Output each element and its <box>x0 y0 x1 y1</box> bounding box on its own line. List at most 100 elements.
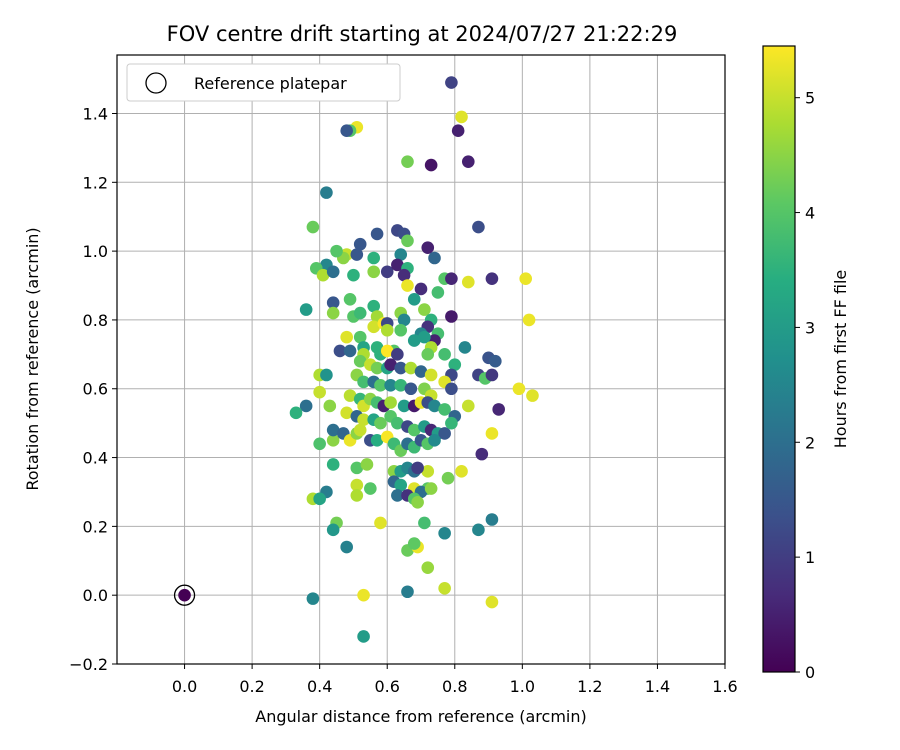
data-point <box>485 595 499 609</box>
data-point <box>394 361 408 375</box>
data-point <box>445 310 458 323</box>
data-point <box>340 330 353 344</box>
data-point <box>380 265 394 279</box>
data-point <box>374 379 387 392</box>
data-point <box>380 323 394 337</box>
data-point <box>364 482 377 495</box>
data-point <box>353 423 367 437</box>
y-tick-label: 0.0 <box>83 586 108 605</box>
x-tick-label: 1.0 <box>510 677 535 696</box>
y-tick-label: 1.2 <box>83 173 108 192</box>
data-point <box>472 220 485 234</box>
y-tick-label: 0.4 <box>83 449 108 468</box>
colorbar-tick-label: 2 <box>805 433 815 452</box>
colorbar-tick-label: 4 <box>805 204 815 223</box>
reference-marker <box>173 584 196 606</box>
colorbar-tick-label: 3 <box>805 318 815 337</box>
data-point <box>401 234 414 248</box>
data-point <box>333 344 347 358</box>
data-point <box>407 537 421 550</box>
legend-marker-icon <box>145 72 167 94</box>
data-point <box>394 478 408 492</box>
y-axis-ticks: −0.2 0.0 0.2 0.4 0.6 0.8 1.0 1.2 1.4 <box>69 104 117 674</box>
data-point <box>374 516 387 530</box>
data-point <box>394 248 408 261</box>
x-tick-label: 1.2 <box>577 677 602 696</box>
data-point <box>428 399 441 413</box>
data-point <box>401 279 414 292</box>
data-point <box>424 368 438 382</box>
data-point <box>441 471 455 485</box>
x-tick-label: 0.8 <box>442 677 467 696</box>
data-point <box>367 299 381 313</box>
y-tick-label: 0.8 <box>83 311 108 330</box>
x-axis-ticks: 0.0 0.2 0.4 0.6 0.8 1.0 1.2 1.4 1.6 <box>172 664 738 696</box>
data-point <box>461 275 475 289</box>
data-point <box>326 458 340 471</box>
data-point <box>384 396 397 409</box>
colorbar-tick-label: 1 <box>805 548 815 567</box>
y-tick-label: 0.2 <box>83 517 108 536</box>
data-point <box>340 540 353 554</box>
data-point <box>411 461 424 475</box>
data-point <box>397 268 411 282</box>
x-tick-label: 0.0 <box>172 677 197 696</box>
data-point <box>320 186 333 199</box>
data-point <box>414 365 428 378</box>
reference-point <box>178 588 191 602</box>
data-point <box>391 416 404 430</box>
data-point <box>451 124 465 137</box>
legend: Reference platepar <box>126 63 401 102</box>
data-point <box>340 124 353 137</box>
data-point <box>445 272 458 285</box>
legend-box <box>126 63 401 102</box>
data-point <box>485 513 499 526</box>
data-point <box>316 268 330 282</box>
y-axis-label: Rotation from reference (arcmin) <box>23 227 42 490</box>
data-point <box>353 354 367 368</box>
y-tick-label: −0.2 <box>69 655 108 674</box>
data-point <box>350 489 364 502</box>
data-point <box>289 406 303 420</box>
data-point <box>357 375 370 389</box>
data-point <box>313 385 326 399</box>
data-point <box>421 561 435 574</box>
data-point <box>360 458 374 471</box>
data-point <box>522 313 536 327</box>
data-point <box>445 76 458 89</box>
x-tick-label: 0.4 <box>307 677 332 696</box>
data-point <box>404 361 418 375</box>
data-point <box>438 348 451 361</box>
reference-ring <box>173 584 196 606</box>
data-point <box>428 434 441 447</box>
data-point <box>438 403 451 416</box>
data-point <box>438 427 451 440</box>
data-point <box>407 334 421 347</box>
data-point <box>414 282 428 296</box>
data-point <box>391 348 404 361</box>
data-point <box>401 155 414 168</box>
data-point <box>448 358 462 371</box>
data-point <box>461 155 475 168</box>
data-point <box>326 296 340 310</box>
data-point <box>367 265 381 279</box>
data-point <box>445 382 458 396</box>
data-point <box>485 272 499 285</box>
data-point <box>512 382 526 396</box>
data-point <box>519 272 533 285</box>
data-point <box>411 495 424 509</box>
data-point <box>306 592 320 605</box>
x-axis-label: Angular distance from reference (arcmin) <box>255 707 586 726</box>
data-point <box>357 588 370 602</box>
data-point <box>407 292 421 306</box>
plot-frame <box>116 54 726 665</box>
data-point <box>384 379 397 392</box>
data-point <box>357 630 370 643</box>
data-point <box>455 110 468 124</box>
data-point <box>374 416 387 430</box>
data-point <box>326 523 340 537</box>
data-point <box>458 341 472 354</box>
x-tick-label: 1.6 <box>712 677 737 696</box>
data-point <box>418 516 431 530</box>
